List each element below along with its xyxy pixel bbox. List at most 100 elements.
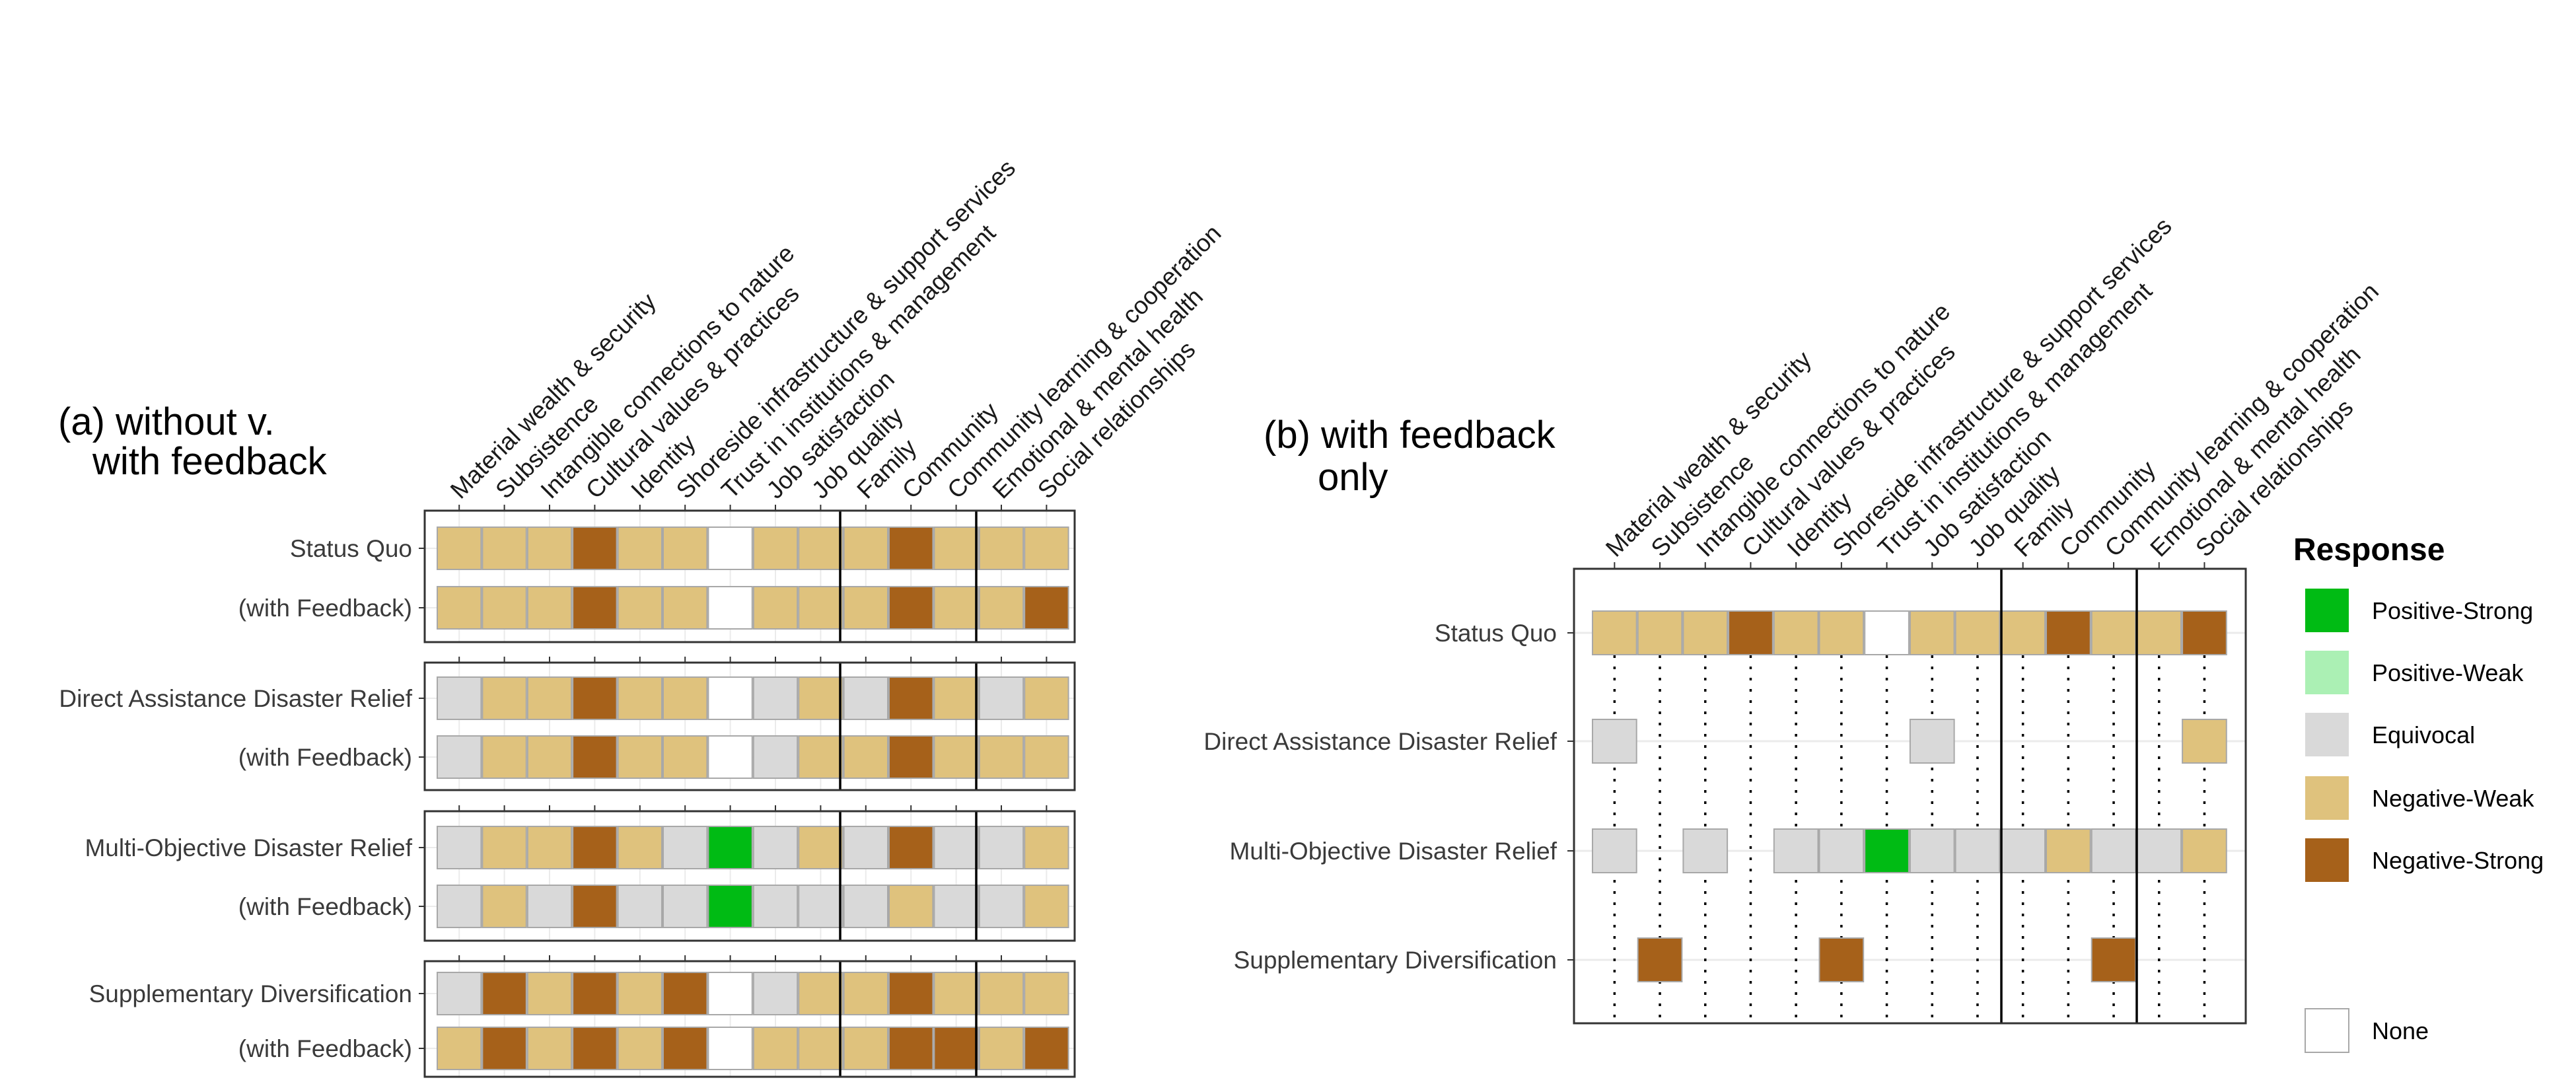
cell-status-quo-community-learning-cooperation (933, 527, 979, 570)
cell-status-quo-subsistence (1637, 610, 1683, 655)
panel-a-group-border (423, 509, 1076, 643)
row-label-status-quo: Status Quo (1435, 620, 1557, 647)
row-label-with-feedback: (with Feedback) (238, 744, 412, 771)
cell-multi-objective-disaster-relief-family (2000, 828, 2046, 873)
legend-swatch-none (2305, 1008, 2349, 1053)
cell-status-quo-job-satisfaction (1909, 610, 1955, 655)
row-label-with-feedback: (with Feedback) (238, 893, 412, 920)
legend-label-positive-weak: Positive-Weak (2372, 659, 2524, 686)
cell-with-feedback-community-learning-cooperation (933, 586, 979, 630)
cell-multi-objective-disaster-relief-community (2046, 828, 2091, 873)
cell-supplementary-diversification-subsistence (482, 972, 527, 1015)
row-label-with-feedback: (with Feedback) (238, 1035, 412, 1062)
panel-a-group-4: Supplementary Diversification (with Feedb… (89, 955, 1076, 1078)
cell-multi-objective-disaster-relief-social-relationships (2182, 828, 2227, 873)
cell-with-feedback-identity (617, 735, 662, 779)
cell-with-feedback-social-relationships (1024, 735, 1069, 779)
cell-with-feedback-job-satisfaction (752, 586, 799, 630)
cell-with-feedback-community-learning-cooperation (933, 885, 979, 928)
cell-with-feedback-intangible-connections-to-nature (526, 885, 573, 928)
cell-with-feedback-community-learning-cooperation (933, 735, 979, 779)
cell-status-quo-trust-in-institutions-management (707, 527, 753, 570)
legend-swatch-equivocal (2305, 713, 2349, 756)
panel-a-title: (a) without v. with feedback (58, 400, 328, 483)
panel-a-group-border (423, 661, 1076, 791)
cell-with-feedback-material-wealth-security (437, 885, 482, 928)
cell-with-feedback-material-wealth-security (437, 586, 482, 630)
cell-status-quo-shoreside-infrastructure-support-services (1818, 610, 1865, 655)
cell-with-feedback-subsistence (482, 1027, 527, 1070)
row-label-multi-objective-disaster-relief: Multi-Objective Disaster Relief (1229, 838, 1557, 865)
cell-multi-objective-disaster-relief-community-learning-cooperation (933, 826, 979, 869)
cell-with-feedback-job-quality (798, 735, 843, 779)
cell-multi-objective-disaster-relief-intangible-connections-to-nature (1682, 828, 1729, 873)
cell-direct-assistance-disaster-relief-social-relationships (1024, 676, 1069, 720)
cell-multi-objective-disaster-relief-shoreside-infrastructure-support-services (662, 826, 708, 869)
cell-direct-assistance-disaster-relief-subsistence (482, 676, 527, 720)
row-label-direct-assistance-disaster-relief: Direct Assistance Disaster Relief (1203, 728, 1557, 755)
panel-b-col-label-emotional-mental-health: Emotional & mental health (2145, 341, 2365, 562)
cell-status-quo-trust-in-institutions-management (1864, 610, 1910, 655)
cell-status-quo-job-quality (1954, 610, 2001, 655)
cell-status-quo-job-satisfaction (752, 527, 799, 570)
legend-swatch-negative-weak (2305, 776, 2349, 820)
row-label-with-feedback: (with Feedback) (238, 595, 412, 622)
cell-with-feedback-trust-in-institutions-management (707, 885, 753, 928)
cell-with-feedback-job-quality (798, 1027, 843, 1070)
cell-supplementary-diversification-identity (617, 972, 662, 1015)
cell-supplementary-diversification-community-learning-cooperation (933, 972, 979, 1015)
cell-direct-assistance-disaster-relief-community (888, 676, 934, 720)
cell-multi-objective-disaster-relief-job-quality (798, 826, 843, 869)
cell-multi-objective-disaster-relief-social-relationships (1024, 826, 1069, 869)
cell-status-quo-job-quality (798, 527, 843, 570)
cell-supplementary-diversification-community (888, 972, 934, 1015)
panel-a-col-label-emotional-mental-health: Emotional & mental health (987, 283, 1208, 503)
cell-multi-objective-disaster-relief-emotional-mental-health (2136, 828, 2182, 873)
cell-with-feedback-family (843, 885, 888, 928)
legend-label-none: None (2372, 1017, 2429, 1044)
cell-with-feedback-job-quality (798, 586, 843, 630)
cell-multi-objective-disaster-relief-job-satisfaction (752, 826, 799, 869)
cell-with-feedback-identity (617, 586, 662, 630)
panel-b-with-feedback-only: (b) with feedback only Status Quo Direct A… (1203, 212, 2384, 1025)
cell-with-feedback-identity (617, 885, 662, 928)
cell-supplementary-diversification-social-relationships (1024, 972, 1069, 1015)
cell-with-feedback-shoreside-infrastructure-support-services (662, 735, 708, 779)
legend-swatch-positive-weak (2305, 651, 2349, 694)
legend-swatch-negative-strong (2305, 838, 2349, 882)
cell-with-feedback-community (888, 1027, 934, 1070)
cell-with-feedback-material-wealth-security (437, 735, 482, 779)
row-label-supplementary-diversification: Supplementary Diversification (89, 980, 412, 1007)
cell-with-feedback-emotional-mental-health (978, 885, 1024, 928)
cell-multi-objective-disaster-relief-cultural-values-practices (572, 826, 618, 869)
cell-status-quo-material-wealth-security (1592, 610, 1637, 655)
cell-direct-assistance-disaster-relief-job-quality (798, 676, 843, 720)
cell-multi-objective-disaster-relief-trust-in-institutions-management (707, 826, 753, 869)
panel-a-group-1: Status Quo (with Feedback) (238, 505, 1076, 643)
panel-b-row-direct-assistance-disaster-relief: Direct Assistance Disaster Relief (1203, 719, 2227, 764)
cell-multi-objective-disaster-relief-emotional-mental-health (978, 826, 1024, 869)
panel-a-group-3: Multi-Objective Disaster Relief (with Fee… (85, 805, 1076, 942)
cell-with-feedback-social-relationships (1024, 885, 1069, 928)
panel-b-row-multi-objective-disaster-relief: Multi-Objective Disaster Relief (1229, 828, 2227, 873)
cell-with-feedback-family (843, 1027, 888, 1070)
cell-status-quo-family (2000, 610, 2046, 655)
cell-with-feedback-shoreside-infrastructure-support-services (662, 586, 708, 630)
cell-with-feedback-social-relationships (1024, 1027, 1069, 1070)
cell-status-quo-intangible-connections-to-nature (1682, 610, 1729, 655)
panel-a-group-2: Direct Assistance Disaster Relief (with F… (59, 657, 1076, 791)
cell-with-feedback-job-quality (798, 885, 843, 928)
cell-status-quo-identity (617, 527, 662, 570)
cell-status-quo-community (2046, 610, 2091, 655)
cell-status-quo-material-wealth-security (437, 527, 482, 570)
legend-label-positive-strong: Positive-Strong (2372, 597, 2533, 624)
cell-with-feedback-community (888, 735, 934, 779)
cell-direct-assistance-disaster-relief-shoreside-infrastructure-support-services (662, 676, 708, 720)
cell-status-quo-identity (1773, 610, 1819, 655)
cell-with-feedback-cultural-values-practices (572, 735, 618, 779)
legend-label-negative-strong: Negative-Strong (2372, 847, 2544, 874)
cell-status-quo-family (843, 527, 888, 570)
cell-with-feedback-community (888, 885, 934, 928)
cell-multi-objective-disaster-relief-identity (1773, 828, 1819, 873)
